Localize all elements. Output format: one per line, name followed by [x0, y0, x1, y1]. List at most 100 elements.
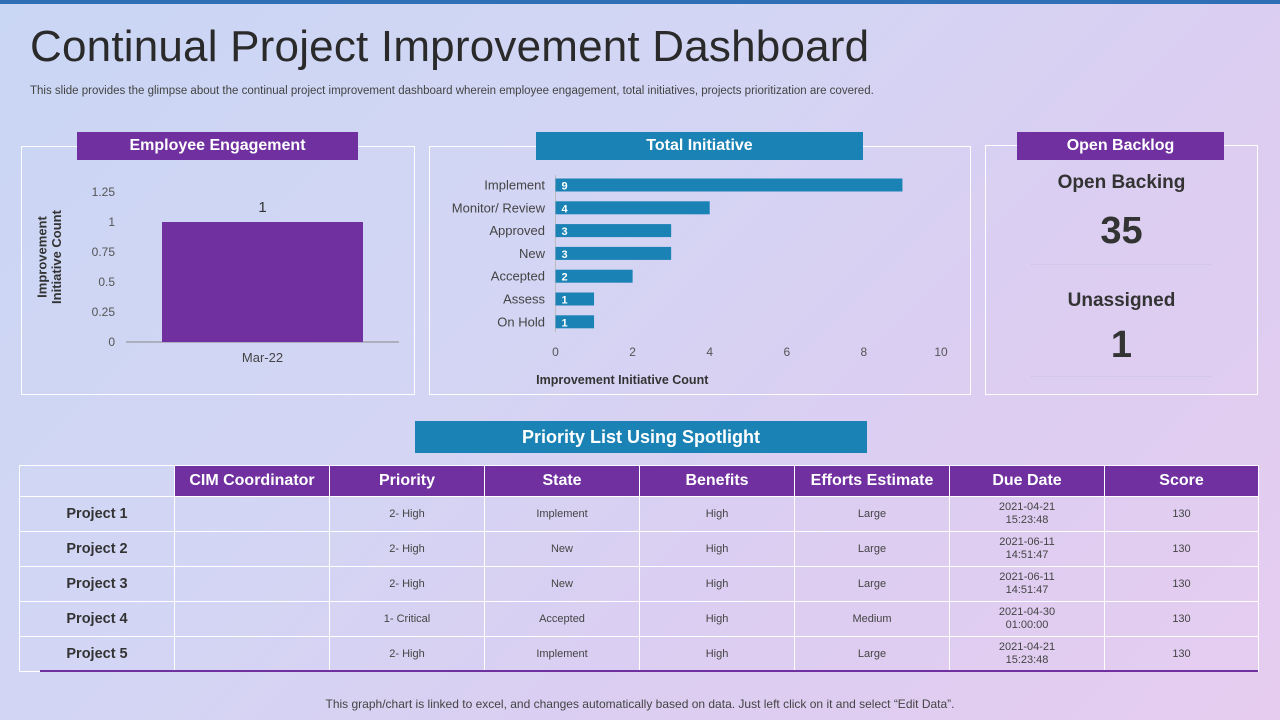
top-accent-line [0, 0, 1280, 4]
due-date-cell: 2021-06-11 14:51:47 [949, 531, 1105, 567]
benefits-cell: High [639, 601, 795, 637]
state-cell: New [484, 566, 640, 602]
due-date: 2021-06-11 [999, 571, 1055, 583]
state-cell: Implement [484, 496, 640, 532]
unassigned-value: 1 [1110, 324, 1133, 366]
y-tick-label: 0.5 [98, 275, 115, 289]
footer-note: This graph/chart is linked to excel, and… [325, 697, 955, 711]
x-tick-label: 6 [783, 345, 790, 359]
coordinator-cell [174, 566, 330, 602]
open-backing-value: 35 [1100, 210, 1143, 252]
benefits-cell: High [639, 496, 795, 532]
header-score: Score [1104, 465, 1259, 497]
effort-cell: Medium [794, 601, 950, 637]
header-due-date: Due Date [949, 465, 1105, 497]
y-tick-label: New [519, 246, 546, 261]
due-time: 15:23:48 [1005, 514, 1049, 526]
priority-cell: 2- High [329, 531, 485, 567]
data-label: 1 [562, 317, 568, 329]
y-tick-label: 0.75 [92, 245, 116, 259]
due-date: 2021-06-11 [999, 536, 1055, 548]
score-cell: 130 [1104, 601, 1259, 637]
priority-cell: 2- High [329, 636, 485, 672]
due-time: 14:51:47 [1005, 584, 1049, 596]
table-row: Project 4 1- Critical Accepted High Medi… [19, 601, 1259, 637]
y-axis-label: ImprovementInitiative Count [35, 209, 64, 304]
y-axis-label-line: Improvement [35, 216, 50, 298]
header-priority: Priority [329, 465, 485, 497]
priority-cell: 1- Critical [329, 601, 485, 637]
benefits-cell: High [639, 636, 795, 672]
engagement-header: Employee Engagement [77, 132, 358, 160]
project-name: Project 3 [19, 566, 175, 602]
y-tick-label: 1.25 [92, 185, 116, 199]
due-date-cell: 2021-04-21 15:23:48 [949, 496, 1105, 532]
table-header-row: CIM Coordinator Priority State Benefits … [19, 465, 1259, 497]
priority-table: CIM Coordinator Priority State Benefits … [19, 465, 1259, 672]
x-tick-label: 4 [706, 345, 713, 359]
y-tick-label: 0.25 [92, 305, 116, 319]
initiative-chart[interactable]: 0 2 4 6 8 10 Implement 9 Monitor/ Review 4 Approve… [429, 160, 971, 395]
x-axis-label: Improvement Initiative Count [536, 373, 709, 387]
priority-cell: 2- High [329, 566, 485, 602]
engagement-chart[interactable]: 0 0.25 0.5 0.75 1 1.25 1 Mar-22 ImprovementIniti… [21, 160, 415, 395]
coordinator-cell [174, 601, 330, 637]
header-effort: Efforts Estimate [794, 465, 950, 497]
header-state: State [484, 465, 640, 497]
effort-cell: Large [794, 496, 950, 532]
page-title: Continual Project Improvement Dashboard [30, 22, 870, 71]
effort-cell: Large [794, 566, 950, 602]
page-subtitle: This slide provides the glimpse about th… [30, 85, 874, 97]
score-cell: 130 [1104, 566, 1259, 602]
coordinator-cell [174, 636, 330, 672]
coordinator-cell [174, 496, 330, 532]
table-row: Project 5 2- High Implement High Large 2… [19, 636, 1259, 672]
y-axis-label-line: Initiative Count [49, 209, 64, 304]
due-date: 2021-04-30 [998, 606, 1056, 618]
table-row: Project 2 2- High New High Large 2021-06… [19, 531, 1259, 567]
backlog-divider [1031, 264, 1211, 265]
project-name: Project 2 [19, 531, 175, 567]
y-tick-label: Approved [489, 223, 545, 238]
backlog-panel: Open Backing 35 Unassigned 1 [985, 145, 1258, 395]
header-coordinator: CIM Coordinator [174, 465, 330, 497]
score-cell: 130 [1104, 531, 1259, 567]
priority-cell: 2- High [329, 496, 485, 532]
bar [555, 178, 903, 192]
x-tick-label: 0 [552, 345, 559, 359]
data-label: 1 [562, 295, 568, 307]
priority-title: Priority List Using Spotlight [415, 421, 867, 453]
benefits-cell: High [639, 531, 795, 567]
data-label: 2 [562, 272, 568, 284]
x-tick-label: 10 [934, 345, 948, 359]
header-blank [19, 465, 175, 497]
score-cell: 130 [1104, 496, 1259, 532]
state-cell: Implement [484, 636, 640, 672]
y-tick-label: On Hold [497, 314, 545, 329]
x-tick-label: 8 [861, 345, 868, 359]
y-tick-label: 1 [108, 215, 115, 229]
effort-cell: Large [794, 636, 950, 672]
due-date-cell: 2021-06-11 14:51:47 [949, 566, 1105, 602]
header-benefits: Benefits [639, 465, 795, 497]
due-date: 2021-04-21 [998, 501, 1056, 513]
table-row: Project 3 2- High New High Large 2021-06… [19, 566, 1259, 602]
effort-cell: Large [794, 531, 950, 567]
backlog-header: Open Backlog [1017, 132, 1224, 160]
data-label: 4 [562, 203, 569, 215]
benefits-cell: High [639, 566, 795, 602]
due-time: 01:00:00 [1005, 619, 1049, 631]
due-date-cell: 2021-04-21 15:23:48 [949, 636, 1105, 672]
table-row: Project 1 2- High Implement High Large 2… [19, 496, 1259, 532]
bar [555, 315, 595, 329]
score-cell: 130 [1104, 636, 1259, 672]
table-bottom-rule [40, 670, 1258, 672]
state-cell: New [484, 531, 640, 567]
y-tick-label: Implement [484, 178, 545, 193]
project-name: Project 4 [19, 601, 175, 637]
bar [162, 222, 363, 342]
y-tick-label: Monitor/ Review [452, 200, 546, 215]
due-time: 14:51:47 [1005, 549, 1049, 561]
initiative-header: Total Initiative [536, 132, 863, 160]
bar [555, 292, 595, 306]
